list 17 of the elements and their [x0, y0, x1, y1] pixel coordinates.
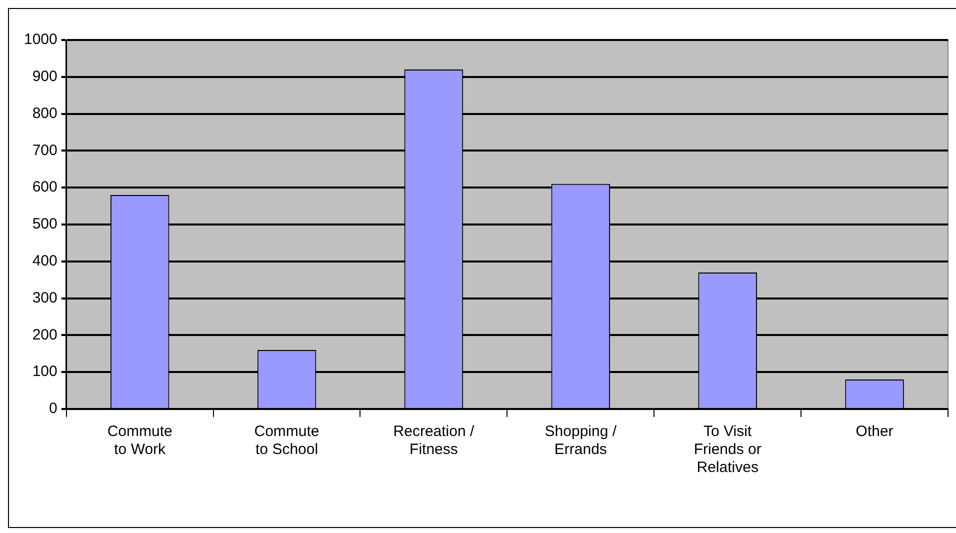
y-tick-label: 600	[32, 178, 58, 196]
y-tick-label: 100	[32, 363, 58, 380]
y-tick-label: 800	[32, 104, 58, 122]
y-tick-label: 0	[49, 400, 58, 418]
y-tick-label: 500	[32, 216, 58, 233]
y-tick-label: 200	[32, 326, 58, 344]
y-tick-label: 300	[32, 289, 58, 306]
x-tick-label: Commute to School	[254, 423, 320, 458]
x-tick-label: Shopping / Errands	[544, 423, 618, 458]
y-tick-label: 1000	[24, 31, 58, 48]
x-tick-label: Recreation / Fitness	[393, 423, 475, 458]
y-tick-label: 700	[32, 142, 58, 159]
y-tick-label: 900	[32, 68, 58, 86]
x-tick-label: To Visit Friends or Relatives	[694, 423, 762, 476]
x-tick-label: Commute to Work	[107, 423, 172, 458]
y-tick-label: 400	[32, 252, 58, 270]
x-tick-label: Other	[856, 423, 894, 440]
